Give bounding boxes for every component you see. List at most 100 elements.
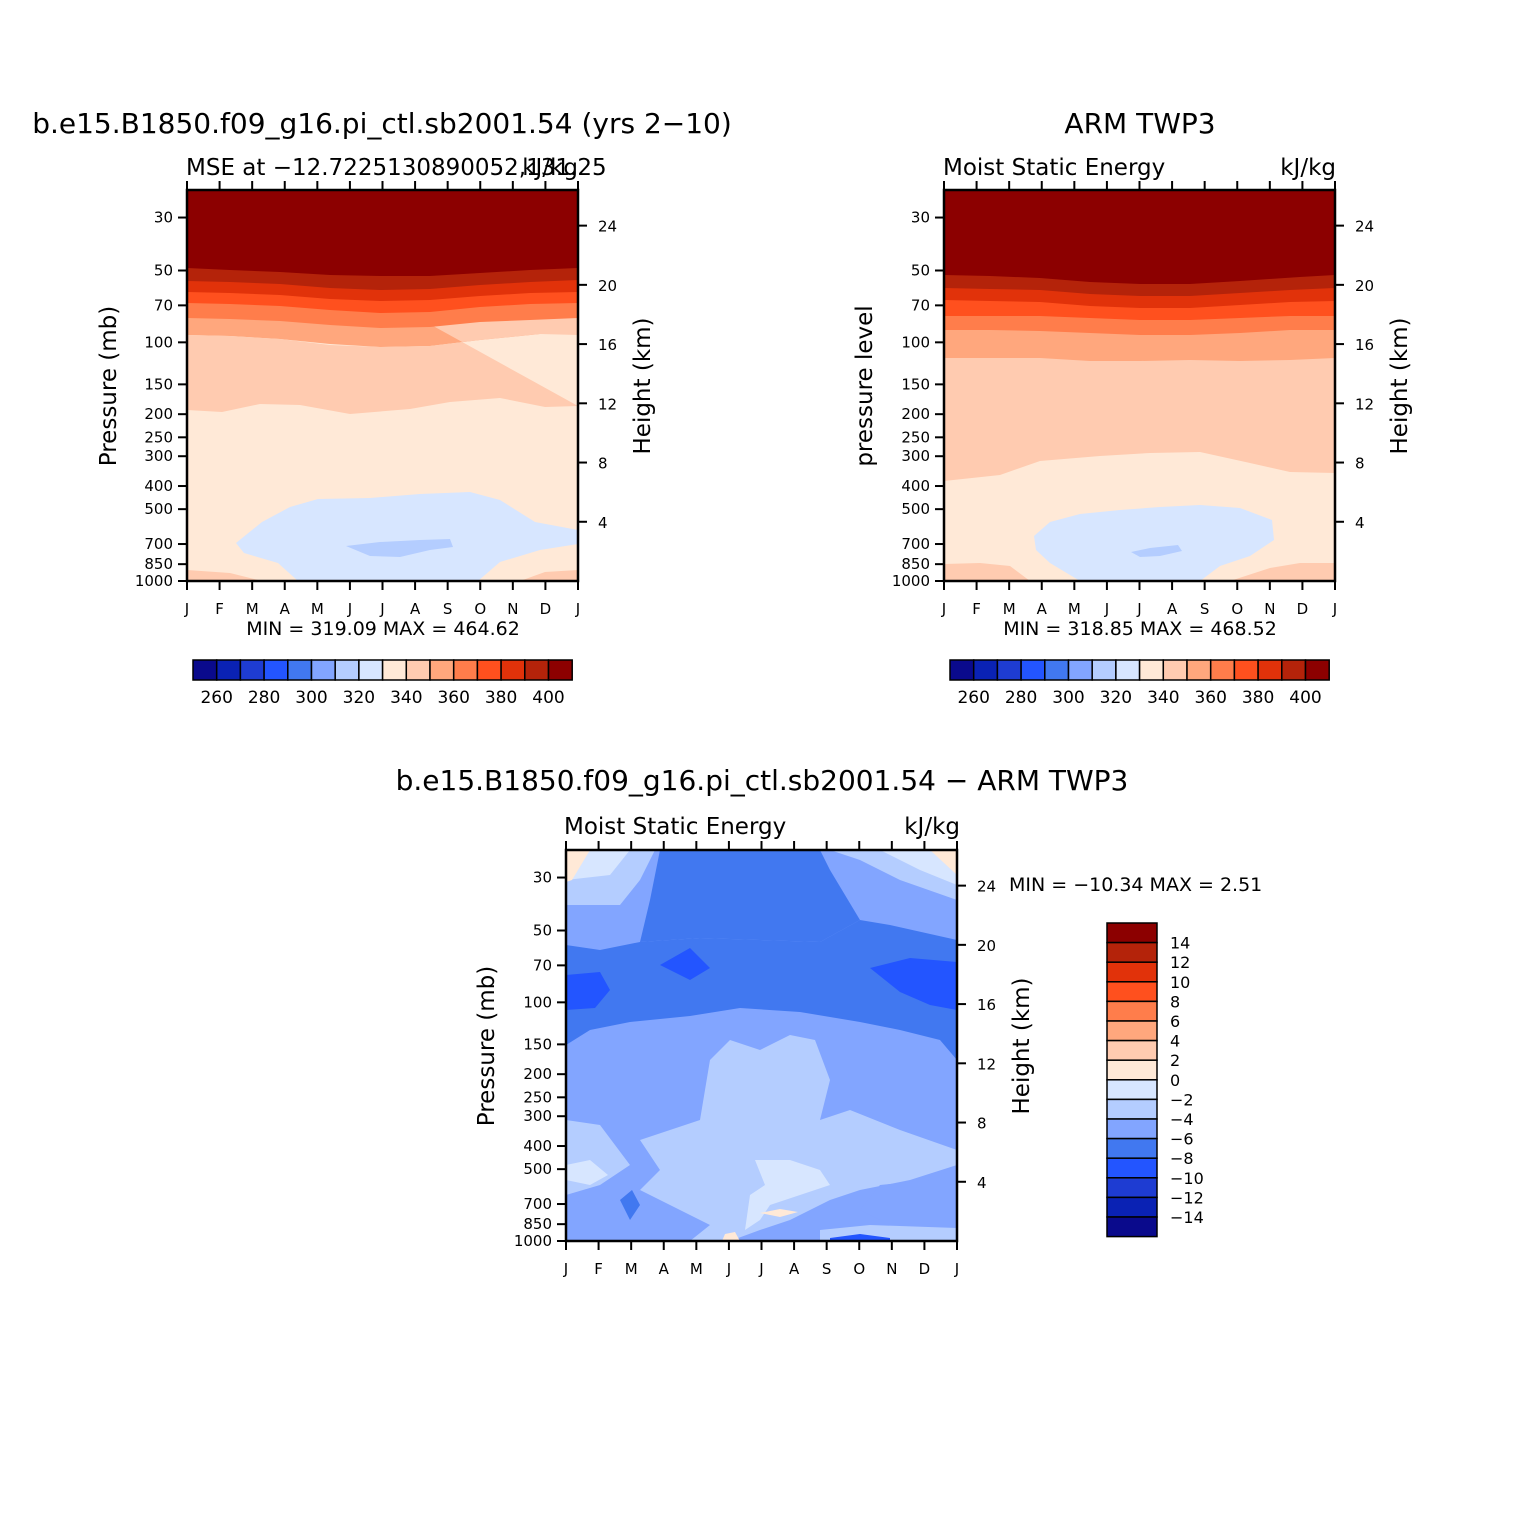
- colorbar-box: [1162, 659, 1188, 681]
- colorbar-label: −6: [1170, 1130, 1194, 1149]
- x-tick-label: J: [575, 600, 580, 618]
- x-tick-label: A: [789, 1260, 800, 1278]
- y-tick-label: 150: [523, 1035, 552, 1053]
- colorbar-box: [996, 659, 1022, 681]
- colorbar-box: [1106, 941, 1158, 963]
- x-tick-label: J: [379, 600, 384, 618]
- panel-model: b.e15.B1850.f09_g16.pi_ctl.sb2001.54 (yr…: [32, 107, 732, 708]
- colorbar-box: [1020, 659, 1046, 681]
- colorbar-label: 4: [1170, 1032, 1180, 1051]
- colorbar-label: 380: [1242, 688, 1274, 708]
- x-tick-label: A: [410, 600, 421, 618]
- x-tick-label: O: [853, 1260, 865, 1278]
- colorbar-label: −10: [1170, 1169, 1204, 1188]
- y-tick-label: 100: [523, 993, 552, 1011]
- panel-obs-title: ARM TWP3: [1064, 107, 1215, 140]
- y-tick-label: 500: [901, 500, 930, 518]
- panel-obs-ylabel: pressure level: [852, 305, 878, 466]
- y-tick-label: 400: [144, 477, 173, 495]
- colorbar-box: [1106, 1079, 1158, 1101]
- contour-band: [566, 1160, 608, 1185]
- colorbar-label: −4: [1170, 1110, 1194, 1129]
- colorbar-box: [215, 659, 242, 681]
- colorbar-label: 10: [1170, 973, 1190, 992]
- colorbar-label: 6: [1170, 1012, 1180, 1031]
- x-tick-label: M: [690, 1260, 703, 1278]
- colorbar-label: 280: [1005, 688, 1037, 708]
- y-tick-label: 500: [144, 500, 173, 518]
- panel-diff-stats: MIN = −10.34 MAX = 2.51: [1009, 874, 1262, 896]
- colorbar-label: 320: [1100, 688, 1132, 708]
- panel-diff-contours: [566, 850, 957, 1241]
- colorbar-box: [1106, 1157, 1158, 1179]
- colorbar-box: [1138, 659, 1165, 681]
- x-tick-label: J: [184, 600, 189, 618]
- colorbar-label: 300: [1052, 688, 1084, 708]
- contour-band: [880, 850, 957, 885]
- colorbar-box: [1106, 1177, 1158, 1199]
- contour-band: [187, 190, 578, 276]
- colorbar-box: [1257, 659, 1283, 681]
- panel-obs-colorbar: 260 280 300 320 340 360 380 400: [949, 659, 1330, 708]
- y-tick-label: 250: [901, 428, 930, 446]
- height-tick-label: 24: [598, 218, 617, 236]
- y-tick-label: 1000: [135, 572, 173, 590]
- colorbar-label: 360: [437, 688, 469, 708]
- x-tick-label: A: [1037, 600, 1048, 618]
- colorbar-box: [1067, 659, 1093, 681]
- x-tick-label: J: [1136, 600, 1141, 618]
- colorbar-label: 260: [957, 688, 989, 708]
- colorbar-label: 400: [532, 688, 564, 708]
- colorbar-box: [1209, 659, 1236, 681]
- colorbar-box: [429, 659, 455, 681]
- x-tick-label: N: [886, 1260, 897, 1278]
- panel-diff-ylabel-right: Height (km): [1009, 977, 1035, 1114]
- contour-band: [930, 850, 957, 875]
- contour-band: [944, 563, 1030, 581]
- colorbar-label: 0: [1170, 1071, 1180, 1090]
- colorbar-box: [1106, 981, 1158, 1003]
- y-tick-label: 150: [144, 375, 173, 393]
- x-tick-label: M: [311, 600, 324, 618]
- contour-band: [760, 1209, 798, 1217]
- contour-band: [722, 1232, 740, 1241]
- contour-band: [236, 492, 578, 581]
- colorbar-box: [1106, 1137, 1158, 1159]
- colorbar-box: [1304, 659, 1330, 681]
- colorbar-label: 280: [248, 688, 280, 708]
- colorbar-box: [1106, 1118, 1158, 1140]
- height-tick-label: 12: [977, 1055, 996, 1073]
- y-tick-label: 300: [523, 1107, 552, 1125]
- x-tick-label: M: [625, 1260, 638, 1278]
- contour-band: [1230, 563, 1335, 581]
- colorbar-box: [358, 659, 384, 681]
- contour-band: [566, 850, 590, 882]
- x-tick-label: J: [563, 1260, 568, 1278]
- y-tick-label: 150: [901, 375, 930, 393]
- x-tick-label: F: [594, 1260, 603, 1278]
- colorbar-label: 340: [390, 688, 422, 708]
- colorbar-label: 300: [295, 688, 327, 708]
- x-tick-label: S: [822, 1260, 832, 1278]
- y-tick-label: 100: [901, 333, 930, 351]
- colorbar-box: [1281, 659, 1307, 681]
- contour-band: [520, 570, 578, 581]
- height-tick-label: 4: [1355, 514, 1365, 532]
- panel-diff-subtitle-right: kJ/kg: [904, 814, 960, 840]
- contour-band: [830, 1234, 890, 1241]
- contour-band: [566, 1190, 710, 1241]
- colorbar-box: [524, 659, 550, 681]
- height-tick-label: 24: [977, 878, 996, 896]
- contour-band: [860, 1180, 957, 1225]
- y-tick-label: 700: [144, 535, 173, 553]
- colorbar-label: 380: [485, 688, 517, 708]
- colorbar-box: [334, 659, 360, 681]
- y-tick-label: 400: [523, 1137, 552, 1155]
- height-tick-label: 20: [598, 277, 617, 295]
- y-tick-label: 50: [533, 921, 552, 939]
- panel-diff: b.e15.B1850.f09_g16.pi_ctl.sb2001.54 − A…: [396, 764, 1263, 1278]
- y-tick-label: 850: [144, 555, 173, 573]
- panel-model-contours: [187, 190, 578, 581]
